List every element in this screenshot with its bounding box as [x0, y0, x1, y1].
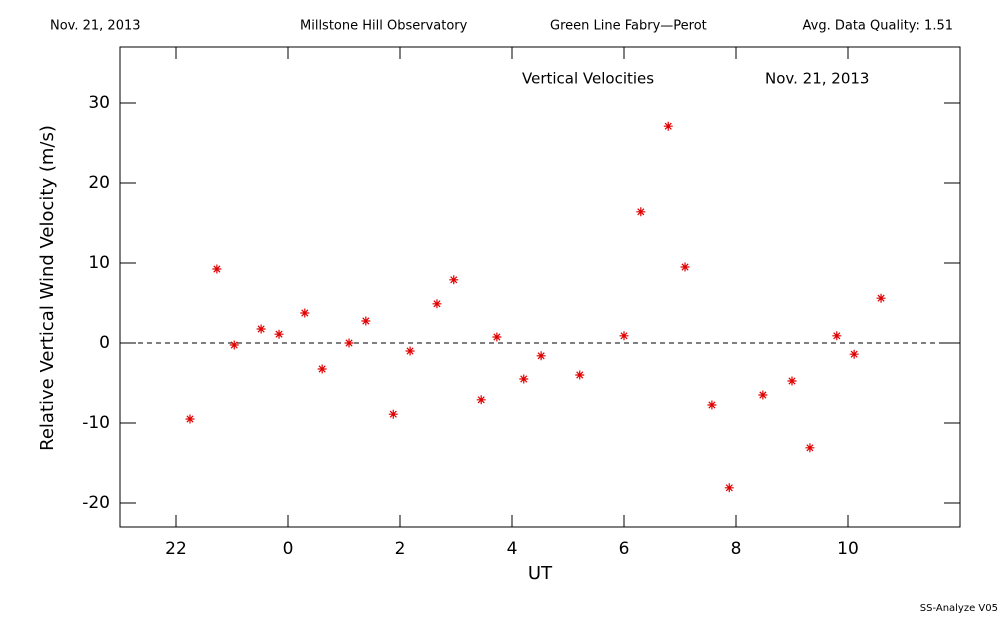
data-point	[849, 349, 859, 359]
data-point	[724, 483, 734, 493]
header-instrument: Green Line Fabry—Perot	[550, 19, 707, 34]
data-point	[619, 331, 629, 341]
y-tick-label: -10	[82, 413, 110, 433]
data-point	[492, 332, 502, 342]
data-point	[300, 308, 310, 318]
x-tick-label: 8	[731, 539, 742, 559]
chart-subtitle: Nov. 21, 2013	[765, 70, 869, 88]
data-point	[787, 376, 797, 386]
data-point	[344, 338, 354, 348]
data-point	[636, 207, 646, 217]
data-point	[876, 293, 886, 303]
y-tick-label: 20	[88, 173, 110, 193]
data-point	[405, 346, 415, 356]
data-point	[832, 331, 842, 341]
x-axis-label: UT	[528, 563, 553, 584]
data-point	[432, 299, 442, 309]
data-point	[536, 351, 546, 361]
chart-title: Vertical Velocities	[522, 70, 654, 88]
data-point	[680, 262, 690, 272]
data-point	[317, 364, 327, 374]
data-point	[476, 395, 486, 405]
data-point	[575, 370, 585, 380]
data-point	[449, 275, 459, 285]
data-point	[212, 264, 222, 274]
data-point	[805, 443, 815, 453]
y-tick-label: 0	[99, 333, 110, 353]
header-quality: Avg. Data Quality: 1.51	[803, 19, 953, 34]
data-point	[185, 414, 195, 424]
data-point	[758, 390, 768, 400]
data-point	[519, 374, 529, 384]
y-tick-label: 10	[88, 253, 110, 273]
data-point	[256, 324, 266, 334]
y-tick-label: -20	[82, 493, 110, 513]
header-observatory: Millstone Hill Observatory	[300, 19, 468, 34]
x-tick-label: 4	[507, 539, 518, 559]
data-point	[229, 340, 239, 350]
y-tick-label: 30	[88, 93, 110, 113]
data-point	[707, 400, 717, 410]
header-date: Nov. 21, 2013	[50, 19, 141, 34]
x-tick-label: 10	[837, 539, 859, 559]
x-tick-label: 6	[619, 539, 630, 559]
data-point	[388, 409, 398, 419]
x-tick-label: 0	[283, 539, 294, 559]
x-tick-label: 22	[165, 539, 187, 559]
footer: SS-Analyze V05	[920, 603, 998, 614]
y-axis-label: Relative Vertical Wind Velocity (m/s)	[37, 125, 58, 451]
data-point	[361, 316, 371, 326]
data-point	[663, 121, 673, 131]
data-point	[274, 329, 284, 339]
plot-frame	[119, 46, 961, 528]
x-tick-label: 2	[395, 539, 406, 559]
